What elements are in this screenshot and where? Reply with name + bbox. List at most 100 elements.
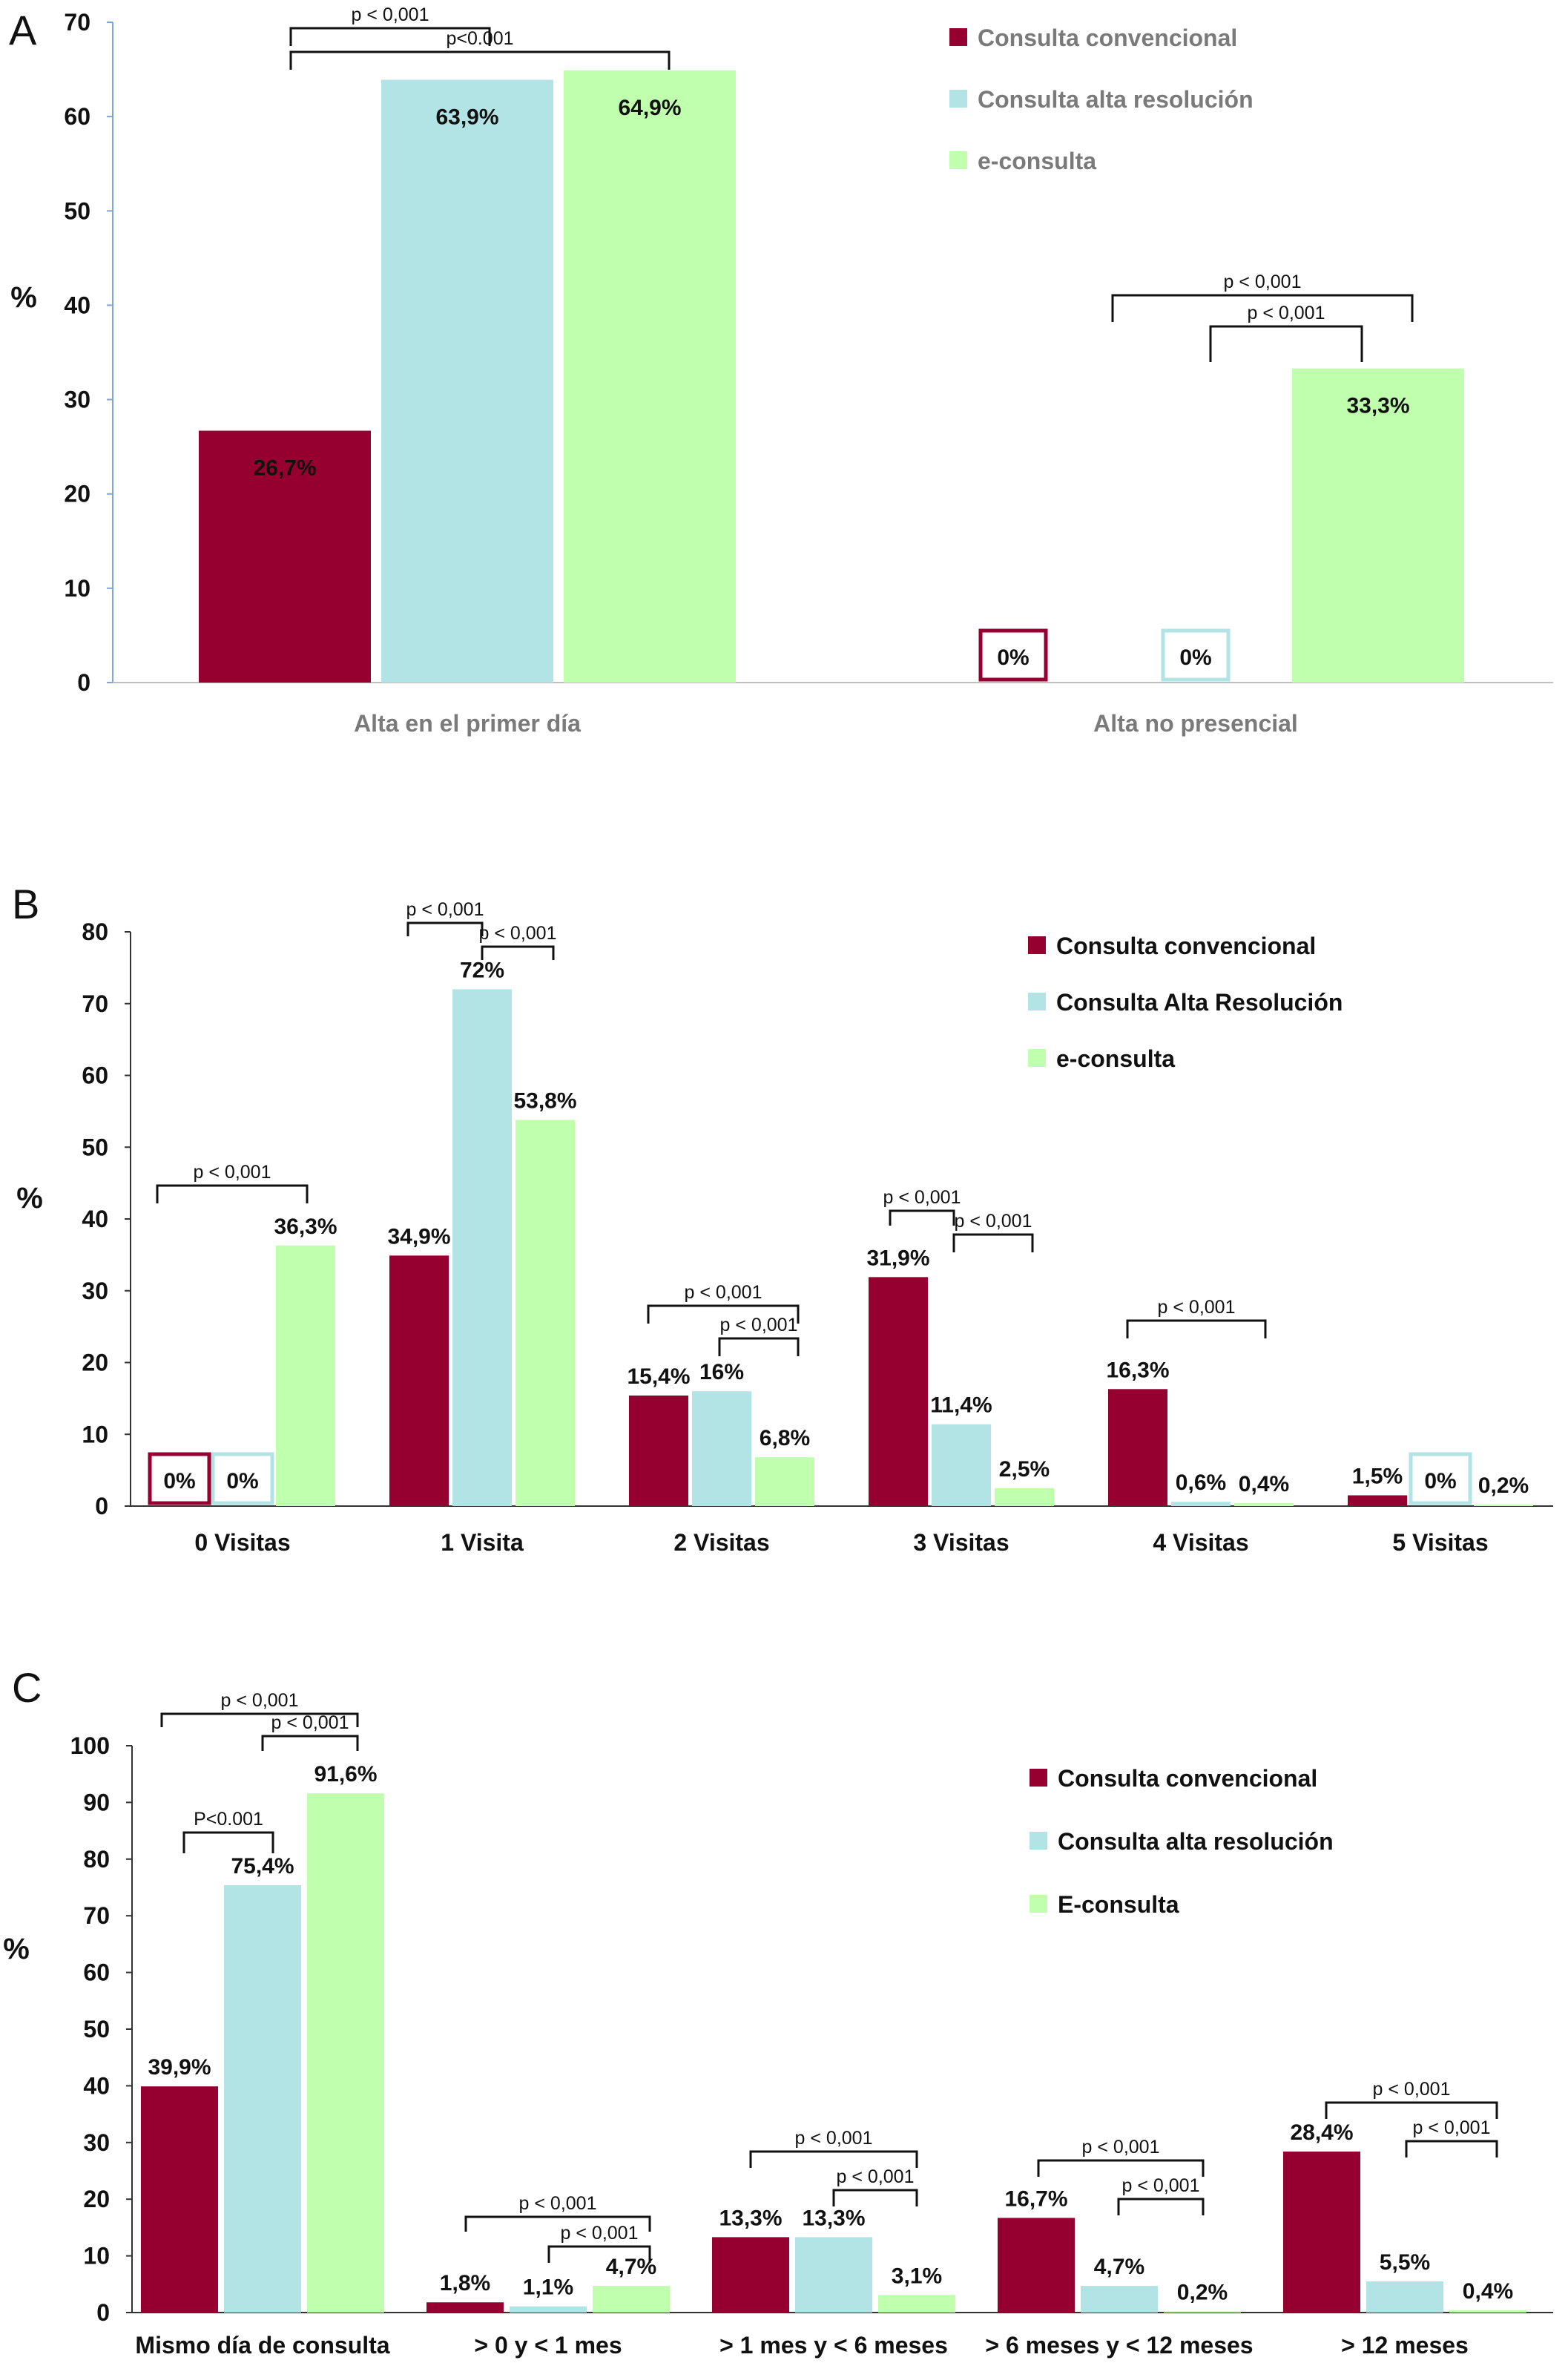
panel-c-category-label: > 0 y < 1 mes [474,2332,622,2359]
panel-c-bar [141,2086,218,2313]
panel-a-significance-bracket-label: p < 0,001 [352,4,429,25]
panel-c-significance-bracket [182,1831,274,1853]
panel-c-y-tick-label: 60 [83,1959,110,1986]
panel-c-significance-bracket-group: p < 0,001 [749,2128,918,2168]
panel-b-value-label: 0% [226,1469,258,1493]
panel-a-value-label: 26,7% [253,456,316,481]
panel-b-significance-bracket-label: p < 0,001 [955,1211,1032,1232]
panel-a-significance-bracket [289,50,671,70]
panel-c-significance-bracket [1037,2159,1205,2177]
panel-b-bar [869,1277,928,1506]
panel-c-significance-bracket-label: p < 0,001 [221,1690,299,1711]
panel-b-bar [1474,1505,1533,1506]
panel-a-value-label: 0% [997,645,1029,670]
panel-b-bar [1171,1502,1231,1506]
panel-c-y-tick-label: 100 [70,1732,110,1759]
panel-c-y-tick-label: 0 [96,2299,110,2326]
panel-b-value-label: 0% [163,1469,195,1493]
panel-c-significance-bracket-label: p < 0,001 [519,2193,597,2214]
panel-b-bar [692,1391,751,1506]
panel-b-significance-bracket-group: p < 0,001 [647,1282,800,1324]
panel-b-significance-bracket [406,921,484,936]
panel-b-value-label: 0,4% [1239,1472,1289,1496]
panel-b-bar [755,1457,814,1506]
panel-c-significance-bracket-group: p < 0,001 [261,1712,359,1751]
panel-a-significance-bracket-group: p < 0,001 [1209,303,1363,362]
panel-b-y-tick-label: 80 [82,918,108,945]
panel-b-significance-bracket-group: p < 0,001 [952,1211,1034,1252]
panel-c-significance-bracket [1405,2140,1498,2157]
panel-a-letter: A [9,7,37,53]
panel-c-significance-bracket-label: p < 0,001 [795,2128,873,2149]
panel-c-significance-bracket-label: p < 0,001 [561,2223,639,2244]
panel-b-significance-bracket [889,1209,955,1226]
panel-c-y-tick-label: 40 [83,2072,110,2099]
panel-a-y-tick-label: 0 [77,669,90,696]
panel-b-value-label: 15,4% [627,1364,690,1389]
panel-b-bar [1348,1495,1407,1506]
panel-b-legend-swatch [1028,936,1046,954]
panel-c-bar [307,1793,384,2313]
panel-c-value-label: 13,3% [802,2206,865,2230]
panel-b-legend-label: Consulta convencional [1056,933,1316,959]
panel-b-value-label: 72% [460,958,504,982]
panel-b-significance-bracket [156,1184,309,1203]
panel-a-bar [199,430,371,683]
panel-c-significance-bracket [547,2245,651,2263]
panel-c-legend-label: Consulta convencional [1058,1765,1317,1792]
panel-c-value-label: 5,5% [1380,2250,1430,2275]
panel-b-significance-bracket-label: p < 0,001 [720,1315,798,1335]
panel-c-value-label: 1,8% [440,2271,490,2295]
panel-c-legend-swatch [1030,1769,1047,1787]
panel-a-y-tick-label: 20 [64,481,90,507]
panel-b-bar [389,1255,449,1506]
panel-c-bar [224,1884,301,2313]
panel-b-significance-bracket-group: p < 0,001 [718,1315,800,1356]
panel-c-y-tick-label: 90 [83,1789,110,1815]
panel-b-value-label: 11,4% [930,1393,992,1418]
panel-b-value-label: 0,6% [1176,1470,1226,1495]
panel-c-bar [593,2286,670,2313]
panel-b-significance-bracket-label: p < 0,001 [194,1162,271,1183]
panel-c-y-tick-label: 50 [83,2016,110,2042]
panel-b-significance-bracket-group: p < 0,001 [883,1187,961,1226]
panel-c-legend-swatch [1030,1895,1047,1913]
panel-b-value-label: 16% [699,1360,744,1384]
panel-c-significance-bracket-label: p < 0,001 [1082,2137,1160,2157]
panel-b-value-label: 53,8% [513,1088,576,1113]
panel-b-legend-swatch [1028,993,1046,1010]
panel-c-value-label: 0,4% [1463,2279,1513,2304]
panel-b-y-tick-label: 30 [82,1278,108,1304]
panel-b-y-tick-label: 60 [82,1062,108,1089]
panel-a-value-label: 33,3% [1346,394,1409,418]
panel-c-value-label: 28,4% [1290,2120,1353,2145]
panel-c-bar [1081,2286,1158,2313]
panel-b-category-label: 3 Visitas [913,1529,1009,1556]
panel-b-significance-bracket-group: p < 0,001 [156,1162,309,1203]
panel-a-zero-box [1161,628,1231,682]
panel-c-bar [998,2218,1075,2313]
panel-b-legend-swatch [1028,1049,1046,1067]
panel-c-y-tick-label: 80 [83,1846,110,1873]
panel-b-value-label: 1,5% [1352,1464,1403,1488]
panel-c-significance-bracket [832,2189,918,2206]
panel-c-significance-bracket [1325,2101,1498,2119]
panel-c-y-axis-label: % [3,1933,30,1965]
panel-b-category-label: 4 Visitas [1153,1529,1248,1556]
panel-a-significance-bracket [1209,325,1363,362]
panel-c-significance-bracket [160,1712,359,1727]
panel-a-zero-box [978,628,1048,682]
panel-a-significance-bracket-group: p < 0,001 [289,4,491,46]
panel-a-y-tick-label: 50 [64,197,90,224]
panel-c-legend-swatch [1030,1832,1047,1850]
panel-b-significance-bracket [952,1233,1034,1252]
panel-a-y-tick-label: 70 [64,9,90,36]
panel-a-value-label: 63,9% [435,105,498,130]
panel-b-y-tick-label: 70 [82,990,108,1017]
panel-c-significance-bracket-label: P<0.001 [194,1809,263,1830]
panel-c-bar [510,2306,587,2313]
panel-c-bar [1283,2152,1360,2313]
panel-b-bar [1234,1503,1294,1506]
panel-a-significance-bracket [1111,294,1414,322]
